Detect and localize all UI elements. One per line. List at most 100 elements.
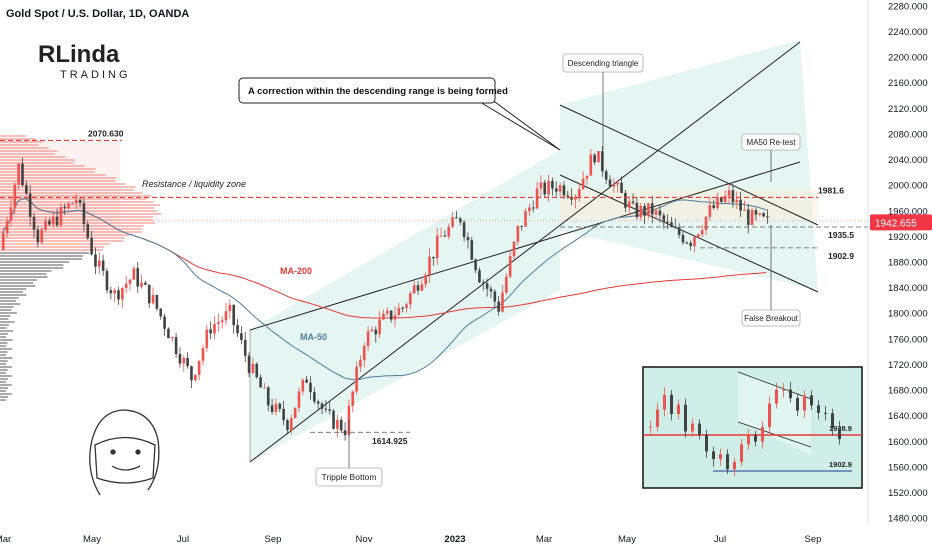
inset-candle-body (817, 405, 820, 413)
candle-body (712, 205, 715, 209)
candle-body (5, 220, 9, 234)
volume-bar (0, 210, 158, 212)
svg-text:False Breakout: False Breakout (744, 314, 799, 323)
inset-candle-body (698, 423, 701, 435)
inset-candle-body (677, 404, 680, 415)
candle-body (163, 316, 166, 329)
candle-body (578, 189, 581, 197)
candle-body (170, 337, 174, 339)
candle-body (585, 175, 589, 179)
time-tick-label: Nov (356, 534, 373, 545)
candle-body (439, 235, 443, 237)
candle-body (601, 151, 604, 172)
candle-body (359, 360, 362, 367)
candle-body (620, 182, 623, 193)
candle-body (362, 346, 366, 361)
candle-body (128, 279, 132, 284)
price-tick-label: 1480.000 (888, 514, 928, 525)
candle-body (328, 409, 331, 411)
candle-body (470, 240, 474, 260)
volume-bar (0, 219, 154, 221)
ma200-label: MA-200 (280, 266, 312, 276)
candle-body (451, 217, 454, 227)
inset-candle-body (656, 409, 659, 427)
volume-bar (0, 213, 162, 215)
inset-candle-body (712, 451, 715, 460)
candle-body (117, 290, 120, 300)
candle-body (217, 322, 220, 324)
time-tick-label: 2023 (444, 534, 465, 545)
volume-bar (0, 252, 90, 254)
candle-body (520, 225, 523, 227)
candle-body (409, 293, 412, 305)
svg-text:MA50 Re-test: MA50 Re-test (747, 138, 797, 147)
volume-bar (0, 309, 12, 311)
candle-body (489, 288, 493, 292)
volume-bar (0, 135, 27, 137)
candle-body (28, 193, 32, 217)
candle-body (351, 391, 355, 406)
price-tick-label: 2240.000 (888, 27, 928, 38)
candle-body (293, 407, 297, 419)
candle-body (228, 304, 232, 312)
time-axis[interactable]: Mar May Jul Sep Nov 2023 Mar May Jul Sep (0, 525, 932, 550)
candle-body (366, 331, 370, 347)
volume-bar (0, 177, 117, 179)
candle-body (301, 379, 305, 392)
candle-body (493, 291, 497, 302)
candle-body (74, 200, 78, 204)
candle-body (71, 203, 74, 205)
candle-body (566, 195, 570, 197)
candle-body (255, 363, 259, 378)
callout-box: A correction within the descending range… (238, 77, 561, 151)
volume-bar (0, 300, 16, 302)
candle-body (213, 323, 216, 334)
candle-body (343, 430, 347, 436)
price-axis[interactable]: 2280.000 2240.000 2200.000 2160.000 2120.000… (867, 0, 932, 550)
volume-bar (0, 246, 105, 248)
candle-body (17, 163, 20, 185)
price-tick-label: 2160.000 (888, 78, 928, 89)
candle-body (570, 196, 573, 200)
candle-body (32, 216, 36, 230)
time-tick-label: Sep (265, 534, 282, 545)
candle-body (339, 419, 343, 431)
volume-bar (0, 363, 6, 365)
volume-bar (0, 360, 8, 362)
chart-title: Gold Spot / U.S. Dollar, 1D, OANDA (6, 8, 189, 20)
annotation-ma50-retest: MA50 Re-test (741, 133, 801, 182)
inset-candle-body (754, 435, 757, 442)
candle-body (59, 206, 63, 226)
candle-body (240, 333, 243, 340)
volume-bar (0, 153, 55, 155)
volume-bar (0, 189, 134, 191)
candle-body (155, 294, 159, 309)
candle-body (624, 192, 627, 208)
inset-candle-body (670, 394, 673, 415)
candle-body (766, 216, 769, 218)
callout-text: A correction within the descending range… (248, 86, 508, 97)
logo: RLinda TRADING (38, 41, 128, 81)
inset-chart: 1938.91902.9 (642, 366, 863, 489)
inset-candle-body (789, 389, 792, 399)
candle-body (700, 230, 704, 235)
logo-main: RLinda (38, 41, 120, 68)
inset-candle-body (803, 395, 806, 411)
inset-candle-body (796, 398, 799, 411)
volume-bar (0, 285, 36, 287)
candle-body (136, 268, 139, 287)
inset-candle-body (705, 434, 708, 452)
time-tick-label: Mar (536, 534, 552, 545)
candle-body (697, 234, 700, 238)
volume-bar (0, 375, 12, 377)
volume-bar (0, 198, 148, 200)
volume-profile (0, 135, 162, 401)
volume-bar (0, 303, 21, 305)
price-tick-label: 1880.000 (888, 258, 928, 269)
candle-body (197, 360, 201, 375)
volume-bar (0, 147, 49, 149)
candle-body (654, 210, 658, 215)
candle-body (631, 201, 635, 203)
candle-body (236, 325, 239, 334)
